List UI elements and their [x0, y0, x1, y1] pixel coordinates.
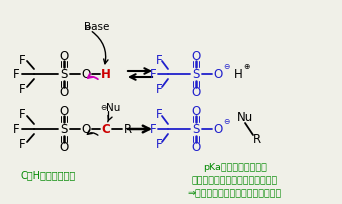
Text: F: F	[156, 83, 162, 96]
Text: R: R	[253, 133, 261, 146]
Text: O: O	[213, 68, 223, 81]
Text: O: O	[81, 68, 91, 81]
Text: O: O	[60, 86, 69, 99]
Text: H: H	[234, 68, 242, 81]
Text: ⇒アニオンになりたがるということ: ⇒アニオンになりたがるということ	[188, 188, 282, 197]
Text: F: F	[156, 53, 162, 66]
Text: pKaが低いというのは: pKaが低いというのは	[203, 163, 267, 172]
Text: Nu: Nu	[237, 111, 253, 124]
Text: Nu: Nu	[106, 102, 120, 112]
Text: F: F	[150, 68, 156, 81]
Text: F: F	[156, 138, 162, 151]
Text: ⊖: ⊖	[100, 103, 106, 112]
Text: CとHの状況は一緒: CとHの状況は一緒	[21, 169, 76, 179]
Text: F: F	[19, 138, 25, 151]
Text: O: O	[81, 123, 91, 136]
Text: S: S	[60, 123, 68, 136]
Text: S: S	[192, 123, 200, 136]
Text: このアニオンがめちゃくちゃ安定: このアニオンがめちゃくちゃ安定	[192, 176, 278, 185]
Text: O: O	[192, 86, 201, 99]
Text: Base: Base	[84, 22, 110, 32]
Text: O: O	[60, 50, 69, 63]
Text: F: F	[19, 53, 25, 66]
Text: ⊖: ⊖	[223, 117, 229, 126]
Text: O: O	[60, 141, 69, 154]
Text: C: C	[102, 123, 110, 136]
Text: R: R	[124, 123, 132, 136]
Text: O: O	[192, 50, 201, 63]
Text: F: F	[156, 108, 162, 121]
Text: ⊕: ⊕	[243, 62, 249, 71]
Text: O: O	[60, 105, 69, 118]
Text: ⊖: ⊖	[223, 62, 229, 71]
Text: F: F	[13, 68, 19, 81]
Text: F: F	[150, 123, 156, 136]
Text: F: F	[13, 123, 19, 136]
Text: S: S	[60, 68, 68, 81]
Text: O: O	[192, 141, 201, 154]
Text: ⊖: ⊖	[84, 22, 90, 31]
Text: S: S	[192, 68, 200, 81]
Text: F: F	[19, 83, 25, 96]
Text: F: F	[19, 108, 25, 121]
Text: H: H	[101, 68, 111, 81]
Text: O: O	[213, 123, 223, 136]
Text: O: O	[192, 105, 201, 118]
